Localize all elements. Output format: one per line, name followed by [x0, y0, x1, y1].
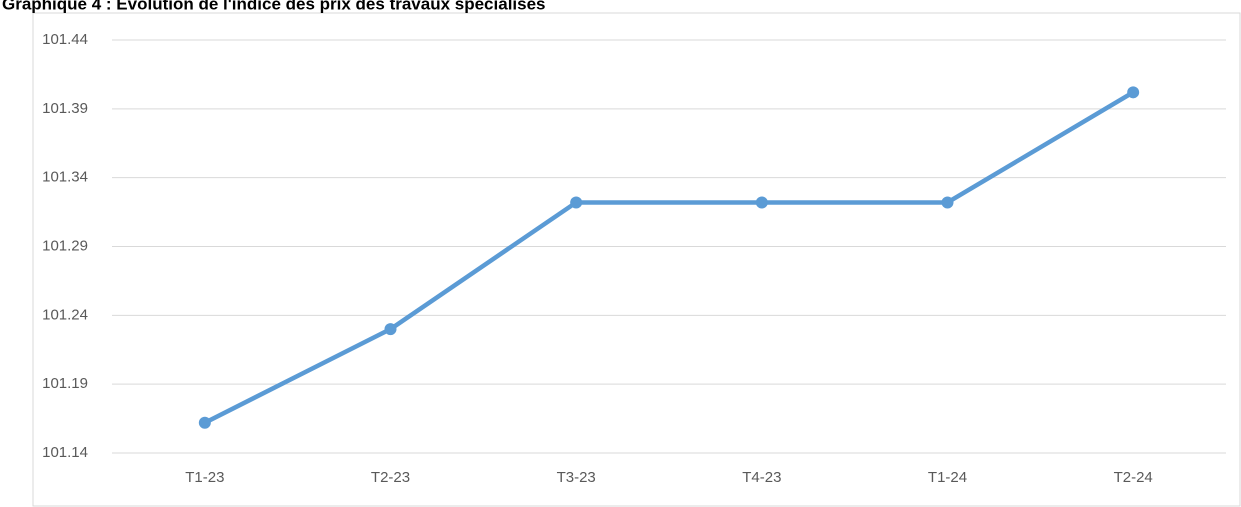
x-tick-label: T1-24	[928, 469, 967, 486]
x-tick-label: T1-23	[185, 469, 224, 486]
x-tick-label: T4-23	[742, 469, 781, 486]
y-tick-label: 101.44	[42, 31, 88, 48]
y-tick-label: 101.39	[42, 100, 88, 117]
x-tick-label: T2-23	[371, 469, 410, 486]
chart-frame	[32, 12, 1241, 507]
marker	[1127, 86, 1140, 99]
marker	[570, 196, 583, 209]
y-tick-label: 101.24	[42, 306, 88, 323]
y-tick-label: 101.19	[42, 375, 88, 392]
marker	[941, 196, 954, 209]
y-tick-label: 101.29	[42, 237, 88, 254]
marker	[755, 196, 768, 209]
marker	[198, 416, 211, 429]
y-tick-label: 101.14	[42, 444, 88, 461]
y-tick-label: 101.34	[42, 169, 88, 186]
line	[203, 90, 1135, 425]
chart-title: Graphique 4 : Évolution de l'indice des …	[2, 0, 546, 13]
x-tick-label: T3-23	[557, 469, 596, 486]
marker	[384, 323, 397, 336]
x-tick-label: T2-24	[1114, 469, 1153, 486]
